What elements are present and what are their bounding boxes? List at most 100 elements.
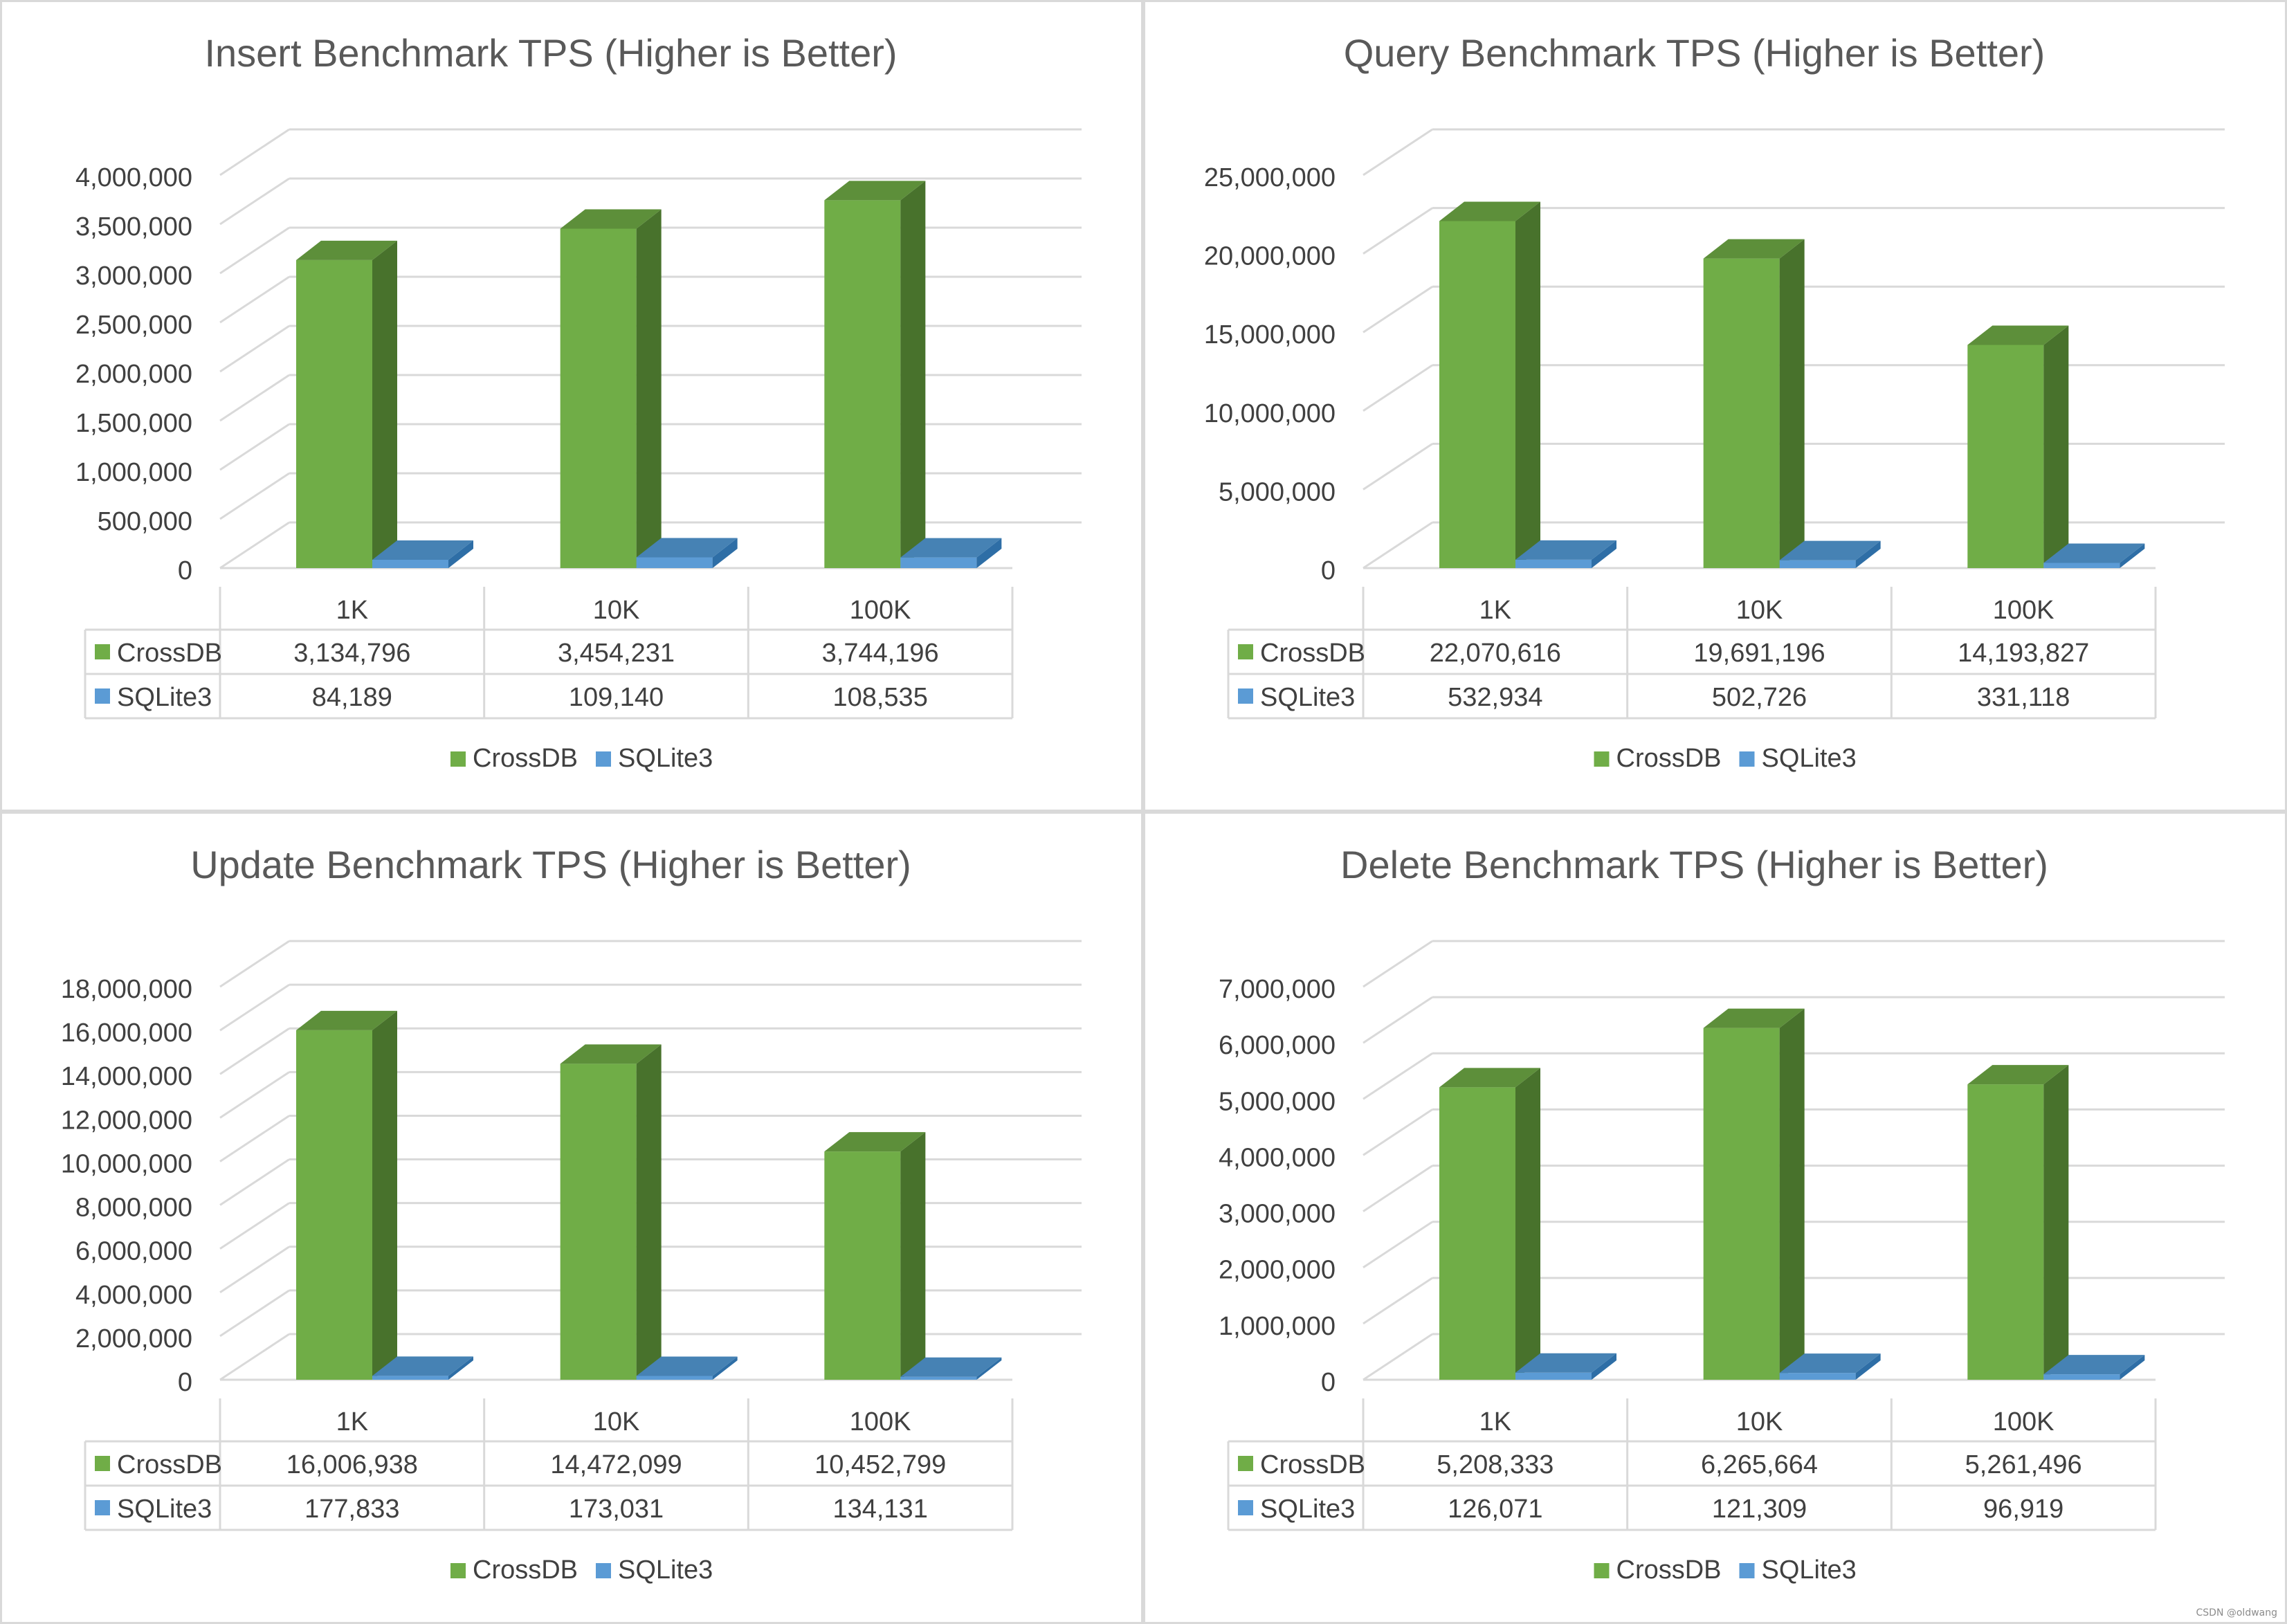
bar-side — [448, 1356, 473, 1380]
bar-side — [1592, 540, 1616, 568]
bar-front — [1515, 559, 1592, 568]
data-label: 3,744,196 — [822, 639, 939, 668]
y-tick-label: 6,000,000 — [1219, 1031, 1336, 1060]
bar-crossdb — [296, 1010, 397, 1380]
bar-front — [560, 228, 637, 568]
bar-top — [1779, 540, 1881, 560]
bar-crossdb — [1703, 1008, 1805, 1380]
data-table: 1K 10K 100K CrossDB 22,070,616 19,691,196 14,1… — [1227, 587, 2157, 720]
table-legend-key — [1238, 688, 1253, 704]
category-label: 1K — [1479, 1407, 1511, 1436]
gridline-side — [1363, 443, 1433, 491]
bar-front — [636, 557, 713, 568]
bar-front — [560, 1064, 637, 1380]
legend-key-crossdb — [1594, 751, 1610, 767]
bar-side — [372, 1010, 397, 1380]
gridline-side — [1363, 1052, 1433, 1100]
bar-crossdb — [1967, 325, 2069, 568]
gridline-side — [219, 1115, 290, 1162]
category-label: 1K — [336, 596, 368, 625]
y-tick-label: 1,500,000 — [75, 409, 192, 438]
data-label: 331,118 — [1977, 683, 2070, 712]
legend-label: SQLite3 — [618, 744, 713, 773]
bar-top — [900, 1357, 1002, 1377]
y-tick-label: 0 — [1321, 556, 1336, 585]
y-tick-label: 2,000,000 — [75, 1324, 192, 1353]
chart-title: Insert Benchmark TPS (Higher is Better) — [204, 31, 897, 75]
gridline-side — [219, 226, 290, 275]
bar-front — [824, 200, 901, 568]
gridline-side — [219, 1071, 290, 1119]
bar-sqlite3 — [900, 1357, 1002, 1380]
data-label: 84,189 — [312, 683, 392, 712]
y-tick-label: 10,000,000 — [61, 1149, 192, 1178]
bar-side — [712, 538, 738, 568]
gridline-side — [1363, 1108, 1433, 1156]
bar-side — [900, 1132, 926, 1380]
y-tick-label: 10,000,000 — [1204, 399, 1336, 428]
gridline-side — [219, 1333, 290, 1381]
data-label: 121,309 — [1712, 1495, 1807, 1524]
gridline-side — [219, 1289, 290, 1338]
table-series-name: SQLite3 — [117, 683, 212, 712]
bar-crossdb — [1703, 239, 1805, 568]
data-label: 14,472,099 — [550, 1450, 682, 1479]
legend-label: SQLite3 — [1762, 744, 1857, 773]
bar-front — [296, 1030, 372, 1380]
y-tick-label: 0 — [1321, 1368, 1336, 1397]
category-label: 100K — [850, 1407, 911, 1436]
data-label: 22,070,616 — [1430, 639, 1561, 668]
gridline-side — [219, 940, 290, 988]
query-chart-svg: Query Benchmark TPS (Higher is Better) 0 5… — [1204, 31, 2225, 773]
y-tick-label: 14,000,000 — [61, 1062, 192, 1091]
gridline-side — [1363, 1221, 1433, 1268]
gridline-side — [219, 423, 290, 471]
gridline-side — [1363, 207, 1433, 255]
legend-key-crossdb — [450, 1563, 466, 1578]
gridline-side — [219, 1158, 290, 1206]
bar-crossdb — [1439, 1068, 1540, 1380]
data-table: 1K 10K 100K CrossDB 5,208,333 6,265,664 5,261,… — [1227, 1398, 2157, 1531]
bar-side — [1855, 540, 1881, 568]
y-tick-label: 12,000,000 — [61, 1106, 192, 1135]
bar-sqlite3 — [372, 540, 473, 568]
bar-crossdb — [560, 209, 662, 568]
bar-top — [2043, 543, 2145, 563]
gridline-side — [219, 1202, 290, 1250]
bar-top — [2043, 1355, 2145, 1375]
table-series-name: SQLite3 — [117, 1495, 212, 1524]
data-label: 109,140 — [569, 683, 664, 712]
category-label: 100K — [850, 596, 911, 625]
data-label: 96,919 — [1983, 1495, 2063, 1524]
data-label: 16,006,938 — [286, 1450, 418, 1479]
table-series-name: SQLite3 — [1260, 1495, 1355, 1524]
bar-side — [976, 538, 1002, 568]
bar-side — [712, 1356, 738, 1380]
gridline-side — [1363, 285, 1433, 334]
data-label: 134,131 — [832, 1495, 927, 1524]
bar-top — [1967, 325, 2069, 345]
bar-sqlite3 — [1779, 1353, 1881, 1380]
bar-side — [1515, 1068, 1540, 1380]
gridline-side — [219, 128, 290, 176]
gridline-side — [219, 325, 290, 373]
bar-side — [2043, 1065, 2069, 1380]
data-label: 3,454,231 — [558, 639, 675, 668]
table-series-name: SQLite3 — [1260, 683, 1355, 712]
bar-side — [636, 1044, 662, 1380]
query-chart-panel: Query Benchmark TPS (Higher is Better) 0 5… — [1143, 0, 2287, 812]
bar-front — [1703, 1028, 1780, 1380]
table-legend-key — [1238, 1500, 1253, 1515]
bar-side — [900, 181, 926, 568]
bar-front — [2043, 563, 2120, 568]
data-label: 14,193,827 — [1958, 639, 2089, 668]
bar-sqlite3 — [636, 538, 738, 568]
bar-front — [372, 560, 448, 568]
gridline-side — [1363, 521, 1433, 569]
bar-sqlite3 — [2043, 1355, 2145, 1380]
gridline-side — [1363, 1165, 1433, 1212]
bar-side — [2043, 325, 2069, 568]
insert-chart-svg: Insert Benchmark TPS (Higher is Better) 0… — [75, 31, 1082, 773]
bar-front — [2043, 1374, 2120, 1380]
